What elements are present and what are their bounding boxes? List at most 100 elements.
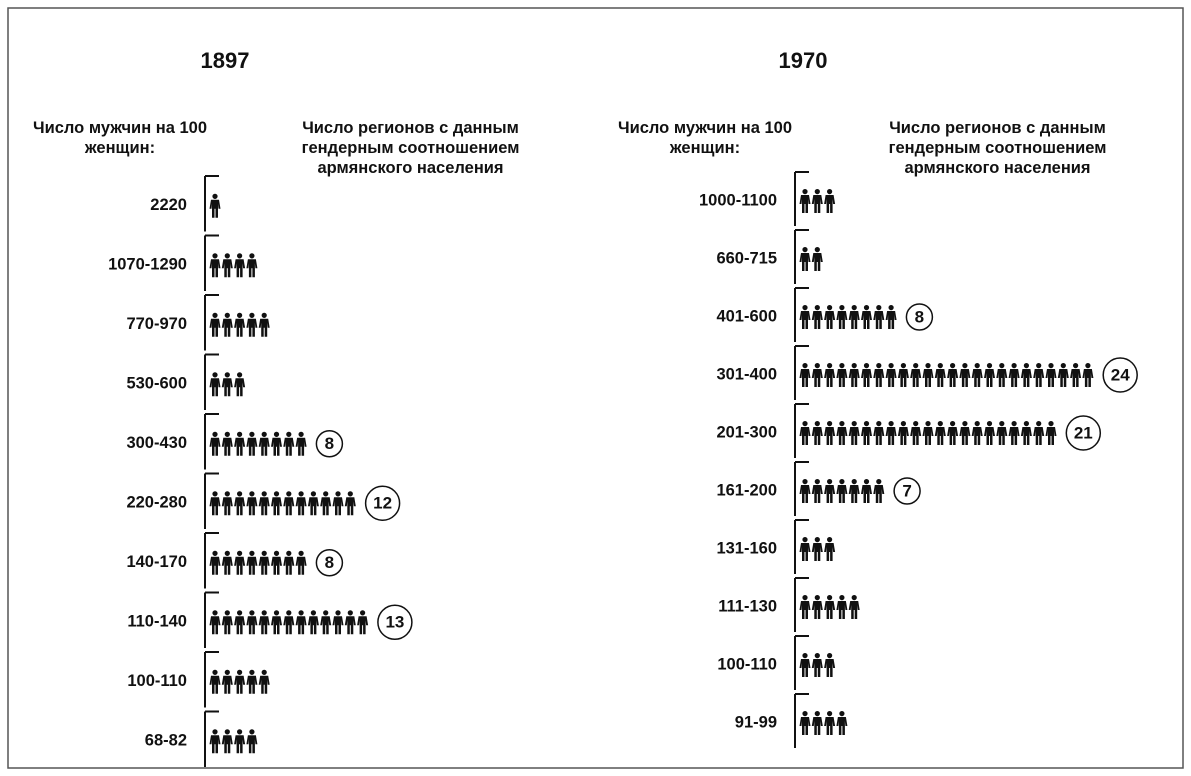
person-icon [922,363,934,387]
person-icon [836,711,848,735]
person-icon [885,421,897,445]
person-icon [283,491,295,516]
value-label: 8 [325,553,334,572]
person-icon [885,363,897,387]
person-icon [234,669,246,694]
person-icon [221,550,233,575]
person-icon [971,363,983,387]
person-icon [344,491,356,516]
person-icon [873,363,885,387]
person-icon [996,363,1008,387]
person-icon [283,610,295,635]
category-label: 100-110 [127,672,187,690]
person-icon [897,363,909,387]
person-icon [234,729,246,754]
category-label: 401-600 [716,307,777,325]
person-icon [824,711,836,735]
person-icon [824,305,836,329]
person-icon [836,421,848,445]
person-icon [246,550,258,575]
person-icon [910,363,922,387]
icon-row [209,491,356,516]
value-label-circle [315,430,344,458]
person-icon [873,421,885,445]
person-icon [824,537,836,561]
value-label-circle [1065,415,1102,451]
person-icon [295,610,307,635]
person-icon [234,550,246,575]
person-icon [799,305,811,329]
category-label: 161-200 [716,481,777,499]
person-icon [344,610,356,635]
person-icon [811,421,823,445]
person-icon [209,312,221,337]
value-label: 8 [915,307,924,326]
person-icon [221,491,233,516]
person-icon [271,431,282,456]
person-icon [271,550,282,575]
person-icon [811,305,823,329]
person-icon [258,550,270,575]
icon-row [209,550,307,575]
icon-row [209,372,246,397]
person-icon [799,595,811,619]
person-icon [258,431,270,456]
person-icon [811,595,823,619]
person-icon [295,491,307,516]
person-icon [246,312,258,337]
person-icon [1008,363,1020,387]
person-icon [1020,363,1032,387]
person-icon [283,431,295,456]
person-icon [357,610,369,635]
person-icon [873,305,885,329]
person-icon [971,421,983,445]
icon-row [799,421,1057,445]
person-icon [897,421,909,445]
value-axis-label: Число регионов с данным гендерным соотно… [301,119,520,177]
icon-row [209,253,258,278]
person-icon [861,421,872,445]
icon-row [209,312,270,337]
person-icon [848,595,860,619]
person-icon [332,491,344,516]
person-icon [947,363,959,387]
person-icon [221,431,233,456]
person-icon [221,372,233,397]
category-label: 300-430 [126,434,187,452]
person-icon [1020,421,1032,445]
category-label: 220-280 [126,494,187,512]
icon-row [799,653,836,677]
person-icon [811,247,823,271]
category-label: 111-130 [718,597,777,615]
value-label: 7 [902,481,911,500]
category-label: 131-160 [716,539,777,557]
category-label: 91-99 [735,713,777,731]
person-icon [824,595,836,619]
person-icon [258,491,270,516]
icon-row [799,479,885,503]
person-icon [221,312,233,337]
person-icon [799,537,811,561]
person-icon [848,363,860,387]
person-icon [910,421,922,445]
person-icon [848,479,860,503]
person-icon [209,372,221,397]
person-icon [824,189,836,213]
person-icon [258,669,270,694]
person-icon [922,421,934,445]
person-icon [811,189,823,213]
person-icon [836,363,848,387]
category-axis-label: Число мужчин на 100 женщин: [32,119,208,157]
person-icon [234,312,246,337]
category-label: 2220 [150,196,187,214]
person-icon [1082,363,1094,387]
person-icon [811,537,823,561]
person-icon [234,491,246,516]
person-icon [234,431,246,456]
person-icon [307,491,319,516]
icon-row [799,305,897,329]
value-label: 12 [373,494,392,513]
person-icon [271,491,282,516]
person-icon [1057,363,1069,387]
